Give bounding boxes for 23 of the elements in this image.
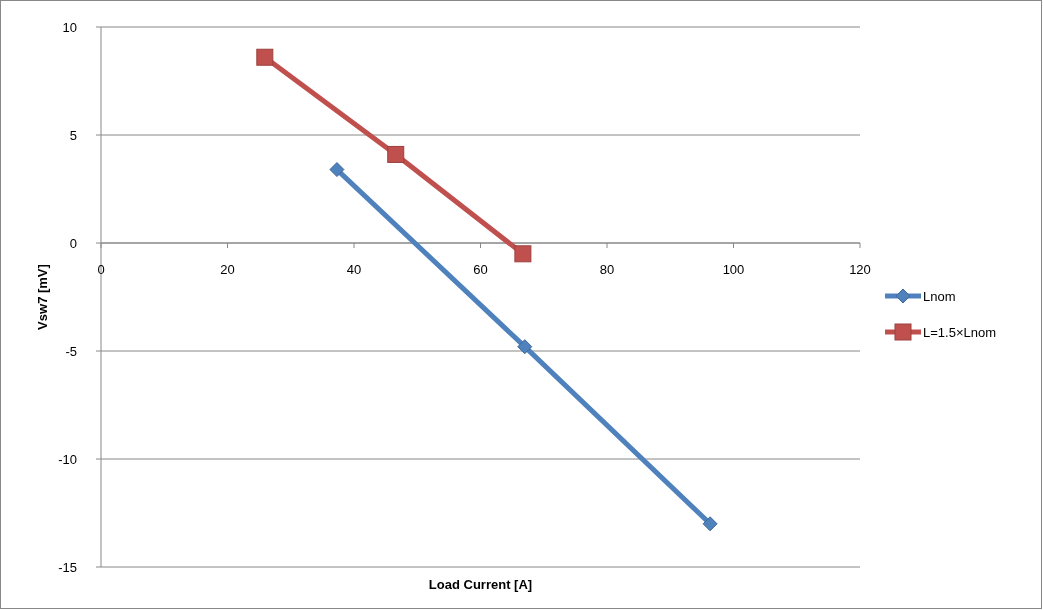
x-tick-label: 60 xyxy=(473,262,488,277)
x-tick-label: 20 xyxy=(220,262,235,277)
y-tick-label: 5 xyxy=(69,128,77,143)
point xyxy=(514,245,532,263)
point xyxy=(329,162,345,178)
x-tick-label: 120 xyxy=(849,262,871,277)
x-axis-title: Load Current [A] xyxy=(428,577,533,592)
y-tick-label: -10 xyxy=(58,452,77,467)
legend-label: Lnom xyxy=(923,289,956,304)
x-tick-label: 100 xyxy=(722,262,745,277)
y-axis-title: Vsw7 [mV] xyxy=(35,264,50,330)
y-tick-label: -15 xyxy=(58,560,77,575)
x-tick-label: 40 xyxy=(346,262,362,277)
y-tick-label: 0 xyxy=(69,236,77,251)
legend-label: L=1.5×Lnom xyxy=(923,325,997,340)
y-tick-label: -5 xyxy=(65,344,77,359)
y-tick-label: 10 xyxy=(62,20,77,35)
point xyxy=(256,48,274,66)
point xyxy=(702,516,718,532)
point xyxy=(387,145,405,163)
x-tick-label: 0 xyxy=(97,262,105,277)
point xyxy=(517,339,533,355)
x-tick-label: 80 xyxy=(599,262,615,277)
